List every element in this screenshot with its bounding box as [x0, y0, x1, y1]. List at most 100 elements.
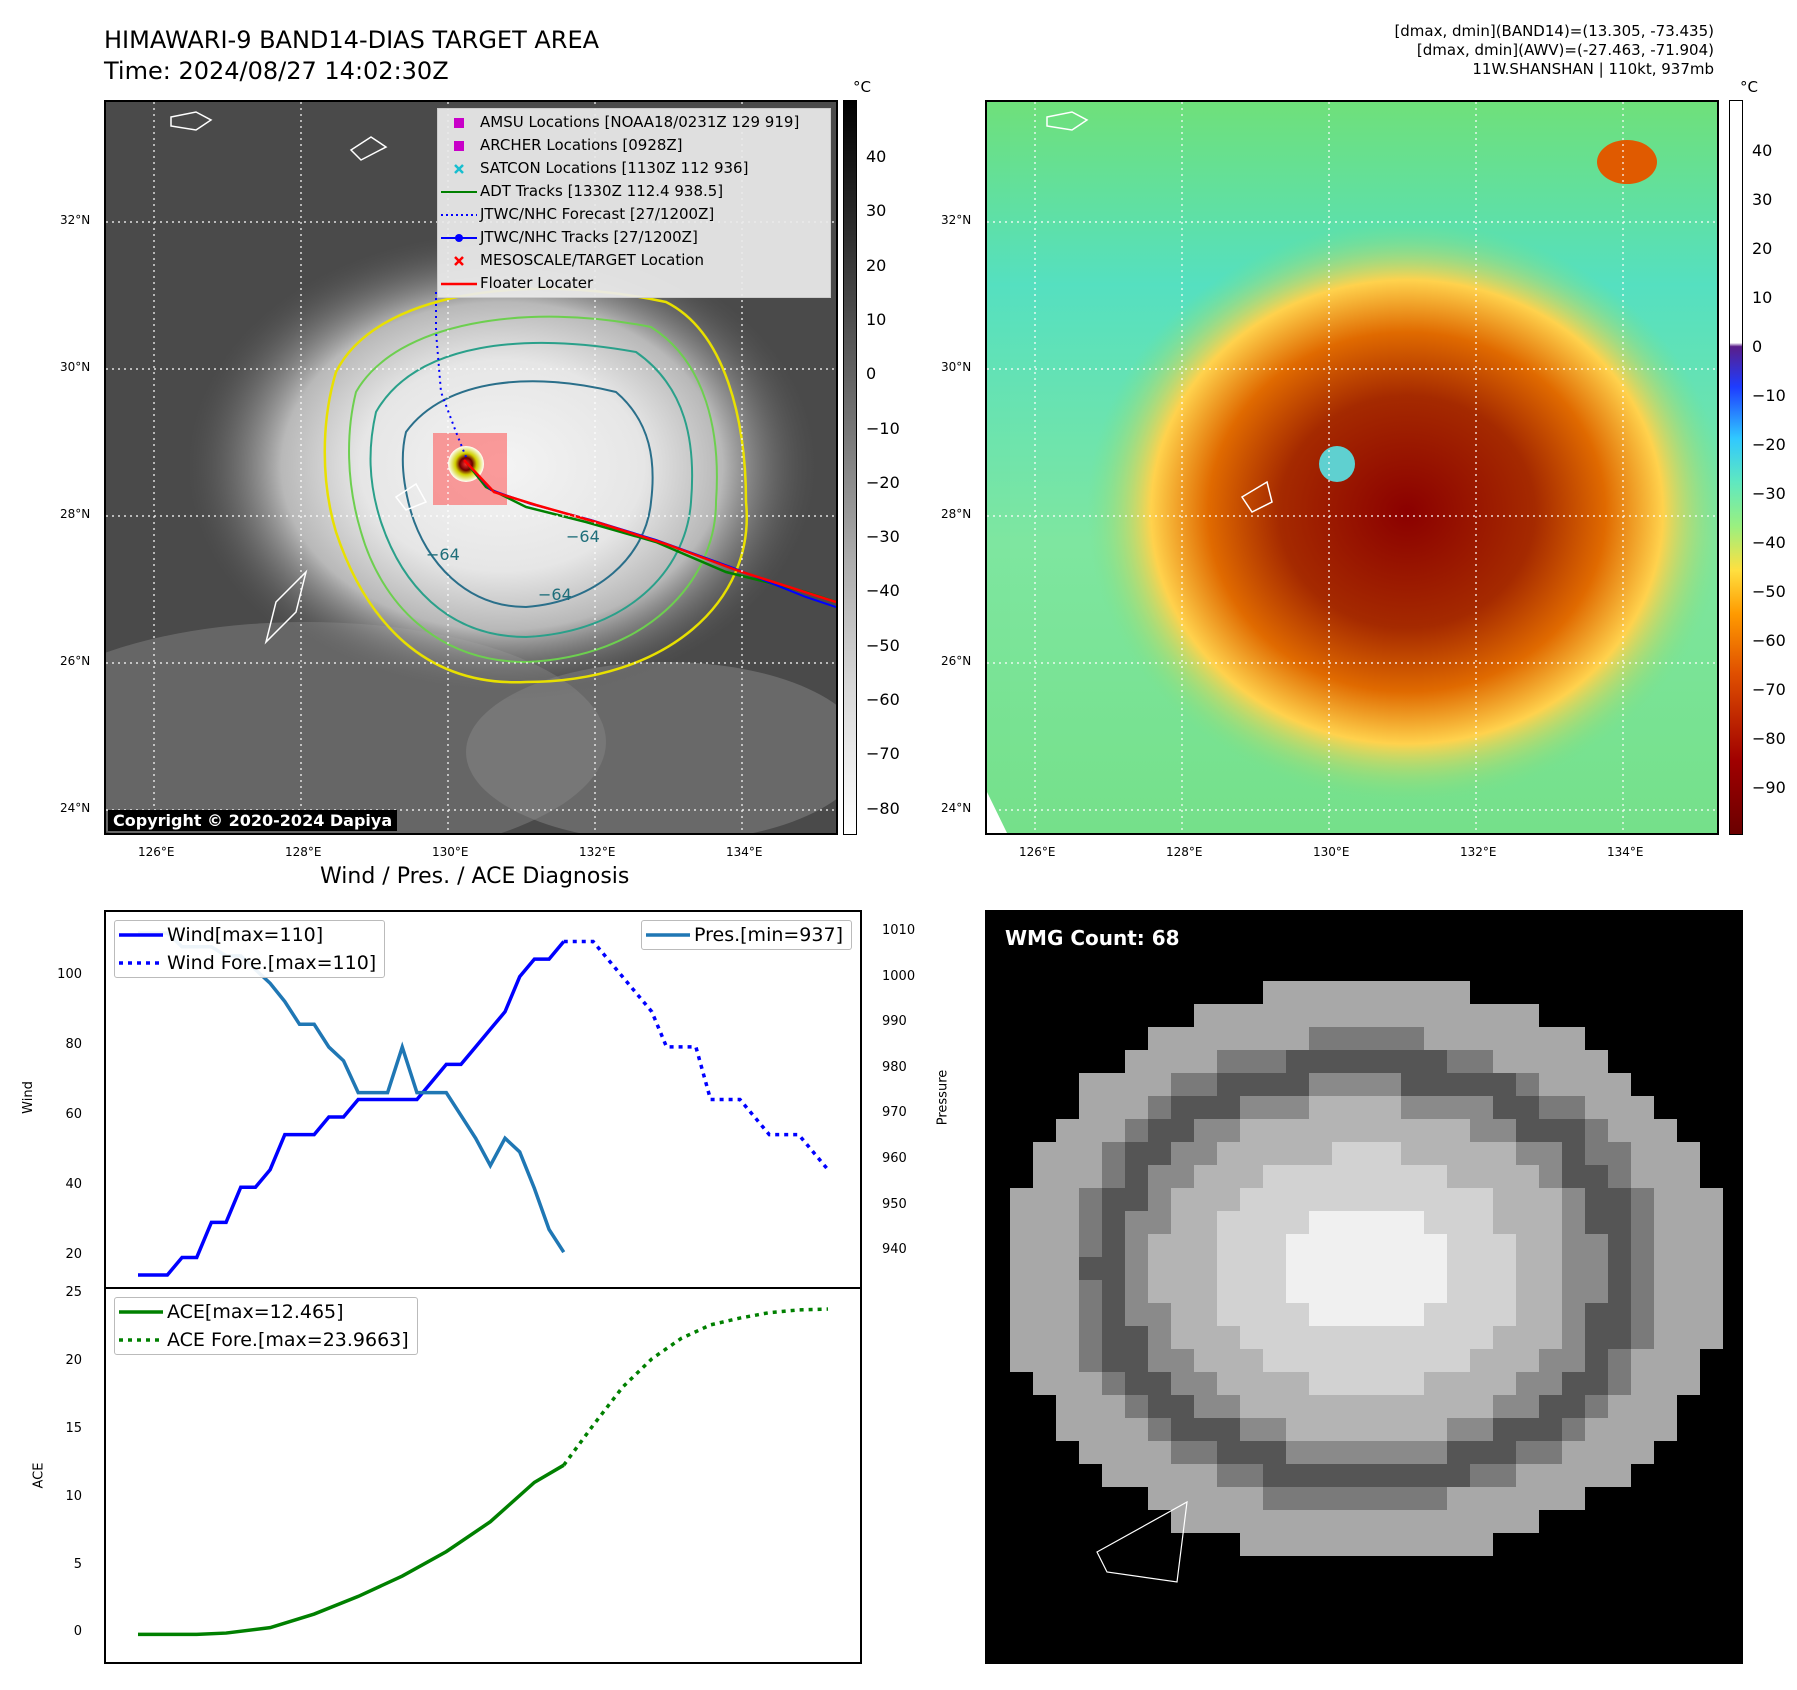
wind-tick: 20: [65, 1247, 82, 1263]
legend-floater: Floater Locater: [438, 272, 830, 295]
awv-colorbar-tick: −50: [1752, 582, 1786, 601]
ace-axis-label: ACE: [31, 1462, 47, 1489]
lat-label: 24°N: [941, 801, 972, 815]
legend-adt: ADT Tracks [1330Z 112.4 938.5]: [438, 180, 830, 203]
jtwc-forecast-track: [435, 292, 467, 458]
wmg-image: [1010, 981, 1723, 1583]
stats-awv: [dmax, dmin](AWV)=(-27.463, -71.904): [1416, 41, 1714, 59]
awv-colorbar-tick: −60: [1752, 631, 1786, 650]
ir-colorbar-tick: 0: [866, 364, 877, 384]
lat-label: 26°N: [941, 654, 972, 668]
wind-tick: 60: [65, 1107, 82, 1123]
red-line-icon: [438, 281, 480, 287]
wmg-count-label: WMG Count: 68: [1005, 926, 1180, 950]
awv-colorbar-tick: −20: [1752, 435, 1786, 454]
green-line-icon: [115, 1309, 167, 1315]
ir-colorbar-tick: −40: [866, 581, 900, 601]
awv-colorbar-tick: −10: [1752, 386, 1786, 405]
wmg-panel: WMG Count: 68: [985, 910, 1743, 1664]
awv-colorbar-tick: 20: [1752, 239, 1773, 258]
pressure-tick: 940: [882, 1242, 907, 1258]
pressure-line: [138, 931, 566, 1254]
legend-ace-fore: ACE Fore.[max=23.9663]: [115, 1326, 417, 1354]
red-x-icon: [438, 255, 480, 267]
ir-colorbar-unit: °C: [853, 78, 871, 96]
ir-colorbar-tick: 40: [866, 147, 887, 166]
lon-label: 128°E: [285, 845, 322, 859]
ir-colorbar-tick: −80: [866, 798, 900, 818]
awv-colorbar-tick: 40: [1752, 141, 1773, 160]
stats-storm: 11W.SHANSHAN | 110kt, 937mb: [1472, 60, 1714, 78]
awv-colorbar-tick: −80: [1752, 729, 1786, 748]
pressure-tick: 980: [882, 1059, 907, 1075]
ir-colorbar-tick: −70: [866, 744, 900, 764]
pressure-axis-label: Pressure: [935, 1069, 951, 1126]
legend-wind: Wind[max=110]: [115, 921, 384, 949]
lat-label: 30°N: [60, 360, 91, 374]
blue-dotted-line-icon: [438, 212, 480, 218]
ir-colorbar-tick: −20: [866, 472, 900, 492]
lon-label: 134°E: [726, 845, 763, 859]
awv-colorbar-tick: −90: [1752, 778, 1786, 797]
ace-tick: 20: [65, 1352, 82, 1368]
green-dotted-line-icon: [115, 1337, 167, 1343]
contour-label: −64: [538, 585, 572, 604]
awv-colorbar-tick: −40: [1752, 533, 1786, 552]
lat-label: 28°N: [941, 507, 972, 521]
lon-label: 132°E: [1460, 845, 1497, 859]
ace-legend: ACE[max=12.465] ACE Fore.[max=23.9663]: [114, 1297, 418, 1355]
lon-label: 130°E: [1313, 845, 1350, 859]
wind-tick: 100: [57, 966, 82, 982]
legend-archer: ARCHER Locations [0928Z]: [438, 134, 830, 157]
awv-colorbar-tick: −30: [1752, 484, 1786, 503]
ir-map-legend: AMSU Locations [NOAA18/0231Z 129 919] AR…: [437, 108, 831, 298]
cyan-x-icon: [438, 163, 480, 175]
awv-map-image: [987, 102, 1717, 833]
lon-label: 134°E: [1607, 845, 1644, 859]
figure-title: HIMAWARI-9 BAND14-DIAS TARGET AREA: [104, 26, 600, 54]
pressure-legend: Pres.[min=937]: [641, 920, 852, 950]
magenta-square-icon: [438, 140, 480, 152]
lon-label: 128°E: [1166, 845, 1203, 859]
steelblue-line-icon: [642, 932, 694, 938]
awv-colorbar-tick: 0: [1752, 337, 1763, 356]
legend-ace: ACE[max=12.465]: [115, 1298, 417, 1326]
ace-tick: 0: [73, 1624, 82, 1640]
legend-pres: Pres.[min=937]: [642, 921, 851, 949]
ir-colorbar-tick: −10: [866, 418, 900, 438]
ace-tick: 15: [65, 1420, 82, 1436]
legend-target: MESOSCALE/TARGET Location: [438, 249, 830, 272]
pressure-tick: 1010: [882, 923, 916, 939]
lon-label: 126°E: [138, 845, 175, 859]
legend-jtwc-tracks: JTWC/NHC Tracks [27/1200Z]: [438, 226, 830, 249]
awv-colorbar-tick: 30: [1752, 190, 1773, 209]
ace-plot: [138, 1307, 829, 1637]
ir-map-panel: −64 −64 −64 AMSU Locations [NOAA18/0231Z…: [104, 100, 838, 835]
wind-tick: 80: [65, 1036, 82, 1052]
lon-label: 132°E: [579, 845, 616, 859]
wind-forecast-line: [563, 939, 830, 1171]
legend-satcon: SATCON Locations [1130Z 112 936]: [438, 157, 830, 180]
awv-colorbar-tick: 10: [1752, 288, 1773, 307]
magenta-square-icon: [438, 117, 480, 129]
lat-label: 26°N: [60, 654, 91, 668]
lat-label: 32°N: [60, 213, 91, 227]
legend-amsu: AMSU Locations [NOAA18/0231Z 129 919]: [438, 111, 830, 134]
copyright-label: Copyright © 2020-2024 Dapiya: [108, 810, 398, 831]
lat-label: 30°N: [941, 360, 972, 374]
ir-colorbar-tick: −50: [866, 635, 900, 655]
ir-colorbar-tick: −60: [866, 690, 900, 709]
ace-tick: 10: [65, 1488, 82, 1504]
lat-label: 24°N: [60, 801, 91, 815]
ir-colorbar-tick: −30: [866, 527, 900, 547]
awv-gridlines: [987, 102, 1717, 833]
blue-line-dot-icon: [438, 233, 480, 243]
ir-colorbar-tick: 30: [866, 201, 887, 221]
legend-wind-fore: Wind Fore.[max=110]: [115, 949, 384, 977]
ace-panel: ACE[max=12.465] ACE Fore.[max=23.9663]: [104, 1287, 862, 1664]
contour-label: −64: [566, 527, 600, 546]
pressure-tick: 1000: [882, 968, 916, 984]
ir-colorbar-tick: 20: [866, 255, 887, 275]
contour-label: −64: [426, 545, 460, 564]
green-line-icon: [438, 189, 480, 195]
